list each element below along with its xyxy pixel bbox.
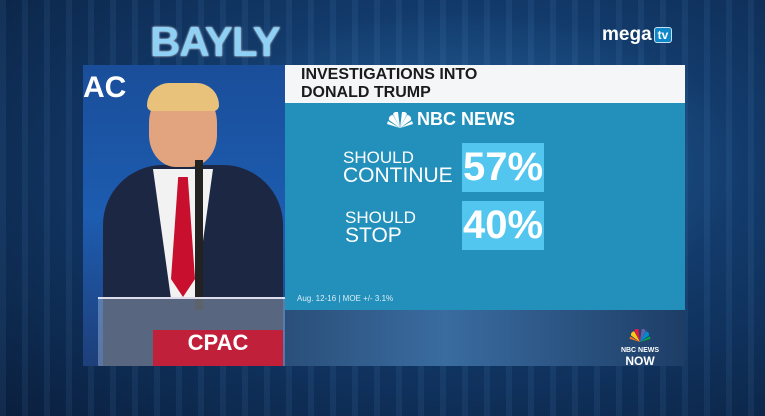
- footnote: Aug. 12-16 | MOE +/- 3.1%: [297, 294, 394, 303]
- label-line-2: STOP: [345, 224, 402, 247]
- speaker-photo: AC CPAC: [83, 65, 288, 366]
- nbc-news-now-logo: NBC NEWS NOW: [619, 328, 661, 366]
- backdrop-text: AC: [83, 71, 127, 104]
- mega-text: mega: [602, 24, 652, 45]
- source-label: NBC NEWS: [417, 109, 515, 129]
- nbc-news-logo: NBC NEWS: [387, 109, 515, 130]
- result-label-stop: SHOULD STOP: [345, 209, 416, 246]
- result-label-continue: SHOULD CONTINUE: [343, 149, 453, 186]
- value-continue: 57%: [462, 143, 544, 192]
- title-line-1: INVESTIGATIONS INTO: [301, 66, 478, 83]
- podium-sign: CPAC: [153, 330, 283, 366]
- poll-panel: INVESTIGATIONS INTO DONALD TRUMP NBC NEW…: [285, 65, 685, 366]
- peacock-icon: [629, 328, 651, 342]
- bayly-logo: BAYLY: [150, 18, 281, 65]
- microphone: [195, 160, 203, 310]
- nbc-news-text: NBC NEWS: [620, 347, 660, 354]
- label-line-2: CONTINUE: [343, 164, 453, 187]
- now-text: NOW: [625, 354, 655, 366]
- broadcast-frame: AC CPAC INVESTIGATIONS INTO DONALD TRUMP…: [83, 65, 685, 366]
- lower-background: [285, 310, 685, 366]
- title-line-2: DONALD TRUMP: [301, 84, 431, 101]
- poll-title: INVESTIGATIONS INTO DONALD TRUMP: [301, 66, 477, 102]
- hair: [147, 83, 219, 111]
- peacock-icon: [387, 111, 413, 128]
- value-stop: 40%: [462, 201, 544, 250]
- megatv-logo: mega tv: [602, 24, 673, 46]
- label-line-1: SHOULD: [343, 148, 414, 167]
- label-line-1: SHOULD: [345, 208, 416, 227]
- tv-badge: tv: [653, 27, 673, 43]
- title-band: INVESTIGATIONS INTO DONALD TRUMP: [285, 65, 685, 103]
